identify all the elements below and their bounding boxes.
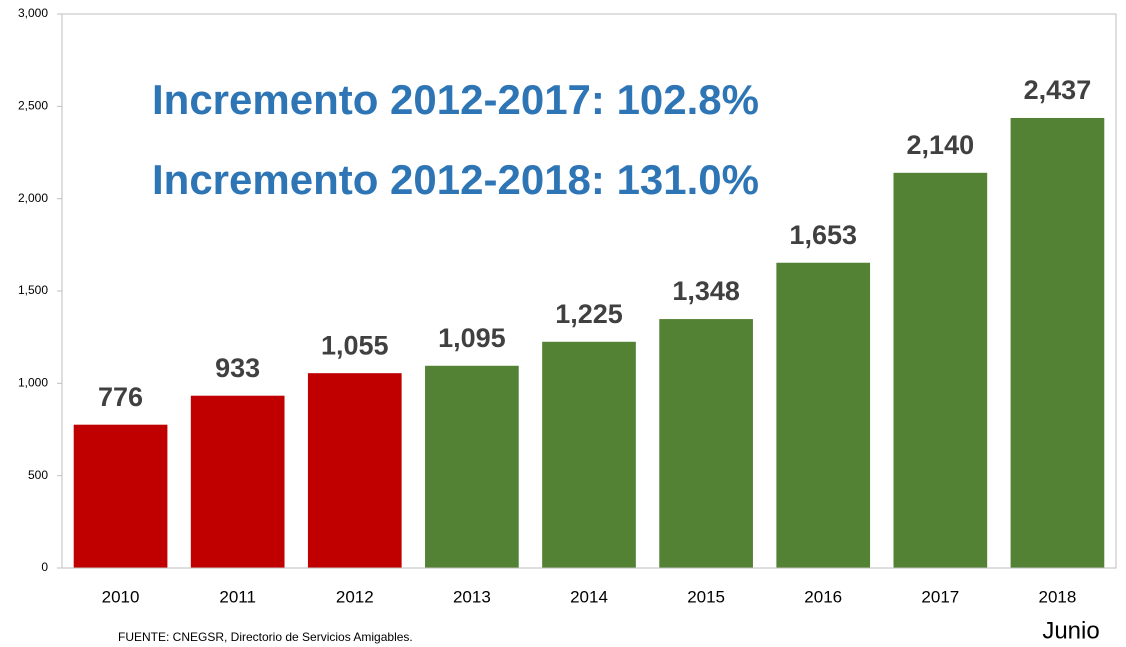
x-tick-label: 2014 xyxy=(570,587,608,606)
y-tick-label: 0 xyxy=(41,560,48,574)
x-tick-label: 2010 xyxy=(102,587,140,606)
x-tick-label: 2016 xyxy=(804,587,842,606)
bar xyxy=(776,262,871,568)
value-label: 1,225 xyxy=(555,299,623,329)
y-tick-label: 1,500 xyxy=(18,283,48,297)
bar xyxy=(659,319,753,568)
value-label: 2,437 xyxy=(1024,75,1092,105)
y-tick-label: 1,000 xyxy=(18,376,48,390)
bar xyxy=(425,365,519,568)
value-label: 1,055 xyxy=(321,330,389,360)
value-label: 1,095 xyxy=(438,323,506,353)
value-label: 1,348 xyxy=(672,276,740,306)
value-label: 776 xyxy=(98,382,143,412)
bar xyxy=(73,424,168,568)
x-tick-label: 2018 xyxy=(1039,587,1077,606)
annotation: Incremento 2012-2018: 131.0% xyxy=(152,156,759,203)
bar xyxy=(307,373,402,568)
x-tick-label: 2015 xyxy=(687,587,725,606)
source: FUENTE: CNEGSR, Directorio de Servicios … xyxy=(118,630,413,644)
x-tick-label: 2012 xyxy=(336,587,374,606)
bar xyxy=(542,341,636,568)
y-tick-label: 2,000 xyxy=(18,191,48,205)
bar xyxy=(1010,117,1105,568)
x-tick-label: 2017 xyxy=(921,587,959,606)
x-tick-label: 2013 xyxy=(453,587,491,606)
value-label: 2,140 xyxy=(907,130,975,160)
category-note: Junio xyxy=(1042,617,1099,644)
x-tick-label: 2011 xyxy=(219,587,256,606)
y-tick-label: 2,500 xyxy=(18,99,48,113)
value-label: 1,653 xyxy=(789,220,857,250)
y-tick-label: 500 xyxy=(28,468,48,482)
bar xyxy=(190,395,285,568)
value-label: 933 xyxy=(215,353,260,383)
bar xyxy=(893,172,988,568)
annotation: Incremento 2012-2017: 102.8% xyxy=(152,76,759,123)
y-tick-label: 3,000 xyxy=(18,6,48,20)
